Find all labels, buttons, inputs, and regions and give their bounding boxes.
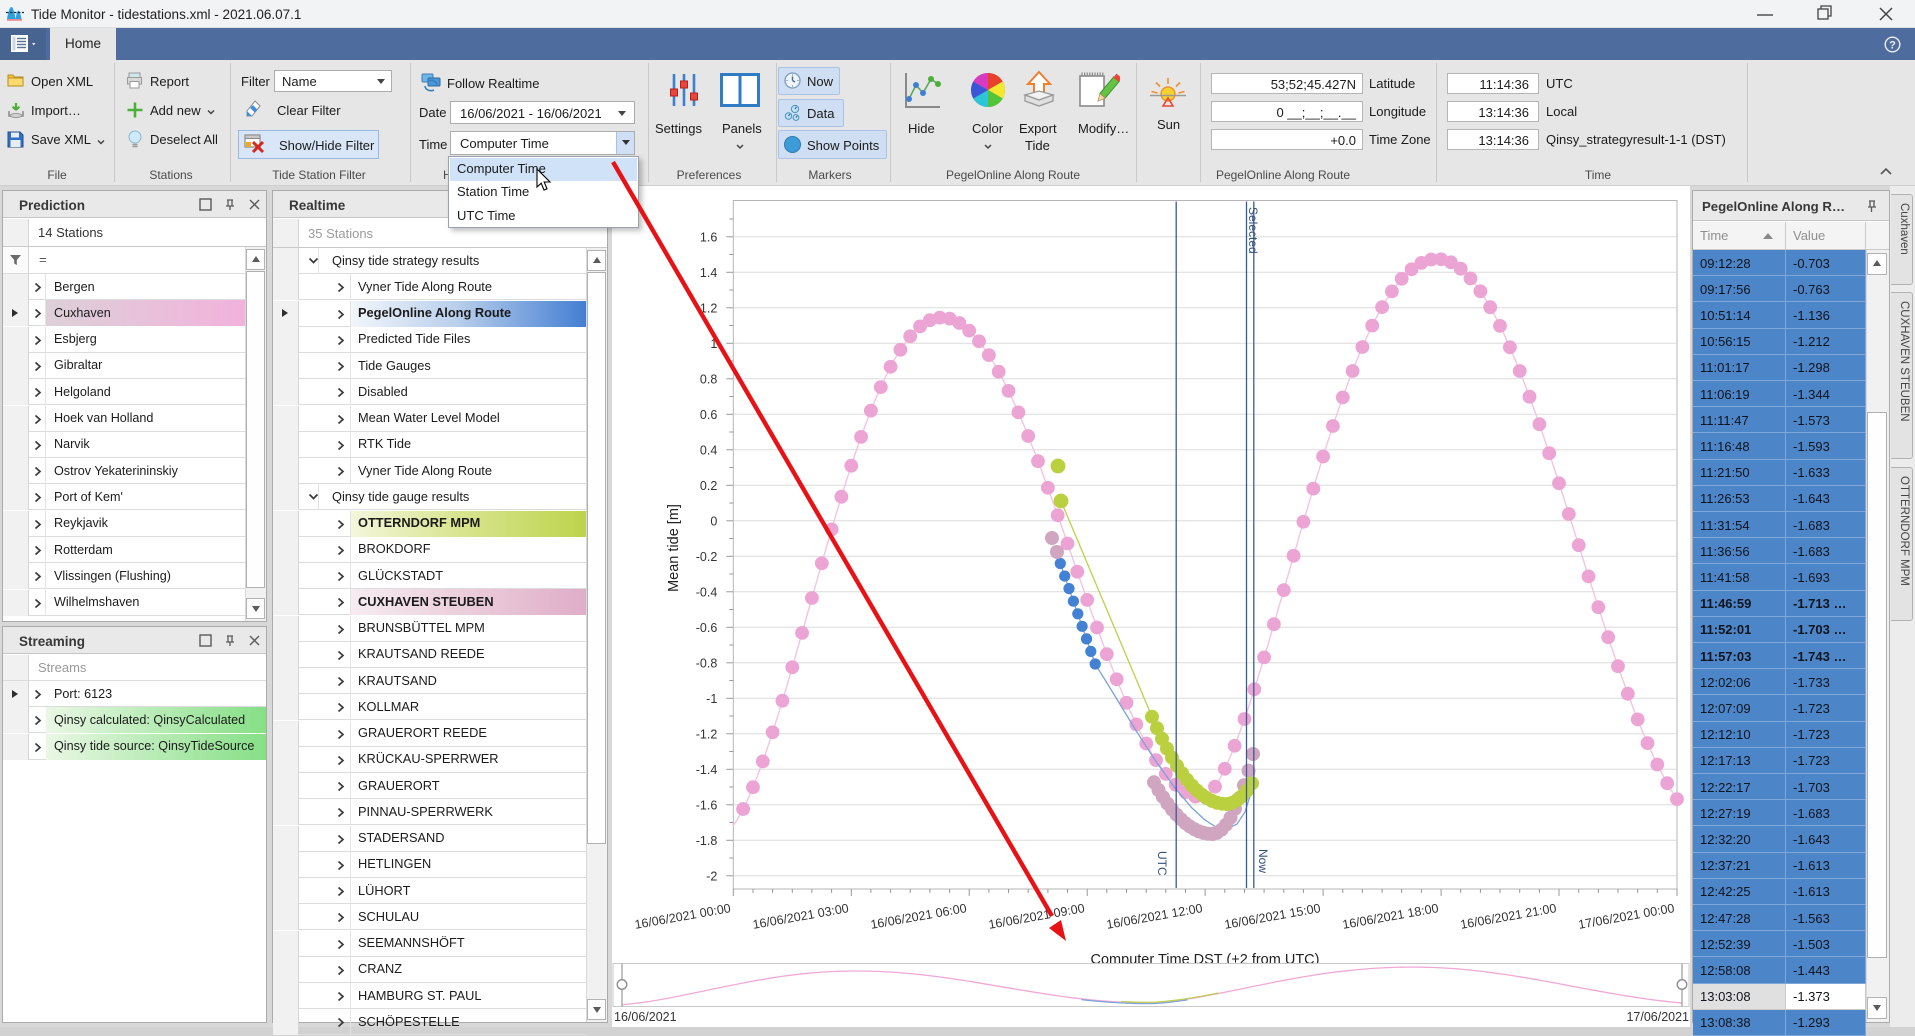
svg-text:0: 0 [710, 514, 717, 528]
svg-text:-2: -2 [706, 869, 717, 883]
svg-text:1.6: 1.6 [700, 230, 717, 244]
svg-text:-0.4: -0.4 [696, 585, 718, 599]
svg-text:1.4: 1.4 [700, 266, 717, 280]
svg-text:16/06/2021 21:00: 16/06/2021 21:00 [1459, 901, 1557, 932]
svg-text:-0.8: -0.8 [696, 656, 718, 670]
svg-text:16/06/2021 15:00: 16/06/2021 15:00 [1223, 901, 1321, 932]
svg-text:-0.2: -0.2 [696, 550, 718, 564]
svg-text:-0.6: -0.6 [696, 621, 718, 635]
svg-text:1: 1 [710, 337, 717, 351]
svg-text:-1.8: -1.8 [696, 834, 718, 848]
svg-text:-1.2: -1.2 [696, 727, 718, 741]
svg-text:16/06/2021 12:00: 16/06/2021 12:00 [1105, 901, 1203, 932]
svg-text:?: ? [1889, 39, 1896, 51]
svg-text:17/06/2021 00:00: 17/06/2021 00:00 [1577, 901, 1675, 932]
svg-text:-1: -1 [706, 692, 717, 706]
svg-text:Selected: Selected [1246, 207, 1260, 254]
svg-text:0.6: 0.6 [700, 408, 717, 422]
svg-text:16/06/2021 06:00: 16/06/2021 06:00 [869, 901, 967, 932]
svg-text:16/06/2021 09:00: 16/06/2021 09:00 [987, 901, 1085, 932]
svg-text:Mean tide [m]: Mean tide [m] [666, 504, 682, 592]
svg-text:-1.6: -1.6 [696, 798, 718, 812]
svg-text:Now: Now [1256, 849, 1270, 873]
svg-text:0.4: 0.4 [700, 443, 717, 457]
svg-text:0.2: 0.2 [700, 479, 717, 493]
svg-text:1.2: 1.2 [700, 301, 717, 315]
svg-text:UTC: UTC [1155, 851, 1169, 876]
svg-text:-1.4: -1.4 [696, 763, 718, 777]
svg-text:17/06/2021: 17/06/2021 [1626, 1010, 1689, 1024]
svg-text:16/06/2021 03:00: 16/06/2021 03:00 [752, 901, 850, 932]
svg-text:16/06/2021 18:00: 16/06/2021 18:00 [1341, 901, 1439, 932]
svg-text:16/06/2021: 16/06/2021 [614, 1010, 677, 1024]
svg-text:0.8: 0.8 [700, 372, 717, 386]
svg-text:16/06/2021 00:00: 16/06/2021 00:00 [634, 901, 732, 932]
